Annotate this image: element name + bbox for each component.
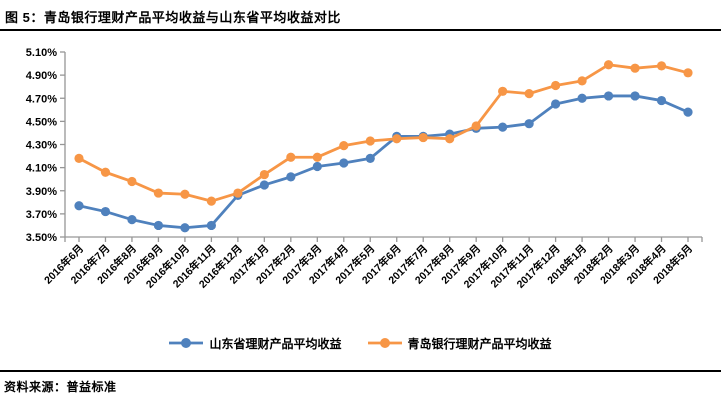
- legend-label: 山东省理财产品平均收益: [209, 336, 342, 351]
- data-point: [445, 134, 455, 144]
- data-point: [603, 60, 614, 70]
- figure-title: 图 5：青岛银行理财产品平均收益与山东省平均收益对比: [5, 10, 341, 25]
- legend-marker-icon: [367, 338, 402, 348]
- data-point: [180, 223, 190, 233]
- data-point: [418, 132, 428, 143]
- data-point: [498, 122, 508, 132]
- series-line: [77, 63, 690, 203]
- y-axis-label: 3.90%: [26, 186, 57, 198]
- data-point: [153, 220, 164, 231]
- data-point: [286, 152, 296, 162]
- data-point: [365, 153, 375, 163]
- data-point: [577, 93, 587, 103]
- data-source: 资料来源：普益标准: [4, 380, 117, 394]
- y-axis: 3.50% 3.70% 3.90% 4.10% 4.30% 4.50% 4.70% 4.90%…: [26, 47, 65, 244]
- legend-marker-icon: [169, 338, 204, 348]
- data-point: [365, 136, 375, 146]
- y-axis-label: 4.10%: [26, 163, 57, 175]
- series-line: [77, 94, 690, 230]
- data-point: [683, 107, 693, 117]
- data-point: [498, 86, 508, 96]
- data-point: [551, 99, 561, 109]
- data-point: [392, 134, 402, 144]
- data-point: [339, 141, 349, 151]
- y-axis-label: 5.10%: [26, 47, 57, 59]
- y-axis-label: 3.70%: [26, 209, 57, 221]
- data-point: [656, 61, 667, 71]
- source-divider: [0, 370, 721, 372]
- data-point: [259, 169, 269, 180]
- data-point: [206, 196, 216, 206]
- data-point: [551, 80, 561, 91]
- data-point: [180, 189, 190, 199]
- data-point: [603, 91, 614, 101]
- series-0: [74, 91, 693, 233]
- series-1: [74, 60, 693, 206]
- data-point: [74, 201, 84, 211]
- data-point: [259, 180, 269, 190]
- data-point: [127, 176, 137, 187]
- data-point: [339, 158, 349, 168]
- line-chart: 3.50% 3.70% 3.90% 4.10% 4.30% 4.50% 4.70% 4.90%…: [26, 47, 703, 291]
- legend-item-1: 青岛银行理财产品平均收益: [367, 335, 552, 352]
- data-point: [630, 91, 640, 101]
- chart-legend: 山东省理财产品平均收益 青岛银行理财产品平均收益: [0, 331, 721, 355]
- y-axis-label: 4.90%: [26, 70, 57, 82]
- axis-line: [64, 52, 702, 238]
- x-axis: 2016年6月2016年7月2016年8月2016年9月2016年10月2016…: [41, 237, 703, 291]
- data-point: [286, 172, 296, 182]
- data-point: [206, 220, 216, 231]
- data-point: [127, 215, 137, 225]
- data-point: [524, 89, 534, 99]
- title-divider: [0, 29, 721, 31]
- data-point: [233, 188, 243, 198]
- data-point: [312, 152, 322, 162]
- y-axis-label: 4.50%: [26, 116, 57, 128]
- data-point: [471, 121, 481, 131]
- data-point: [100, 206, 111, 217]
- data-point: [683, 68, 693, 78]
- data-point: [153, 188, 164, 198]
- y-axis-label: 3.50%: [26, 232, 57, 244]
- legend-item-0: 山东省理财产品平均收益: [169, 335, 342, 352]
- y-axis-label: 4.30%: [26, 140, 57, 152]
- data-point: [656, 95, 667, 106]
- data-point: [577, 76, 587, 86]
- data-point: [312, 161, 322, 172]
- data-point: [100, 167, 111, 177]
- legend-label: 青岛银行理财产品平均收益: [407, 336, 552, 351]
- data-point: [74, 153, 84, 163]
- y-axis-label: 4.70%: [26, 93, 57, 105]
- data-point: [630, 63, 640, 73]
- data-point: [524, 119, 534, 129]
